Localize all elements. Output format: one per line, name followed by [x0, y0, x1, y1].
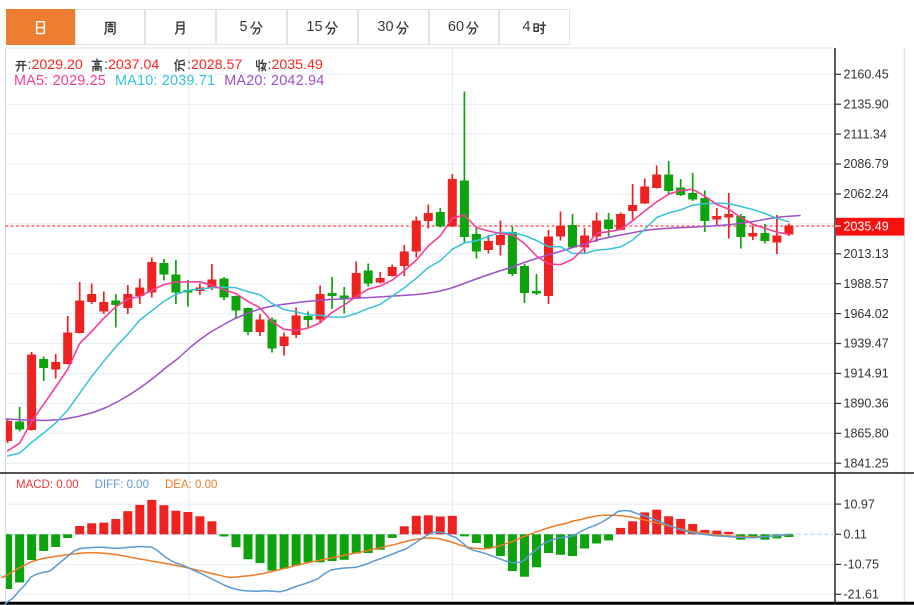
svg-text:2062.24: 2062.24 [844, 187, 889, 201]
svg-text:2111.34: 2111.34 [844, 127, 887, 141]
svg-text:1865.80: 1865.80 [844, 427, 889, 441]
svg-text:2086.79: 2086.79 [844, 157, 889, 171]
svg-text:2135.90: 2135.90 [844, 97, 889, 111]
svg-text:2035.49: 2035.49 [844, 220, 889, 234]
svg-text:0.11: 0.11 [844, 528, 867, 542]
svg-text:-10.75: -10.75 [844, 558, 879, 572]
svg-text:1841.25: 1841.25 [844, 456, 889, 470]
svg-text:1939.47: 1939.47 [844, 337, 889, 351]
svg-text:2160.45: 2160.45 [844, 68, 889, 82]
svg-text:-21.61: -21.61 [844, 588, 879, 602]
svg-text:10.97: 10.97 [844, 497, 875, 511]
svg-text:1964.02: 1964.02 [844, 307, 889, 321]
svg-text:1914.91: 1914.91 [844, 367, 889, 381]
svg-text:1988.57: 1988.57 [844, 277, 889, 291]
svg-text:2013.13: 2013.13 [844, 247, 889, 261]
svg-text:1890.36: 1890.36 [844, 397, 889, 411]
